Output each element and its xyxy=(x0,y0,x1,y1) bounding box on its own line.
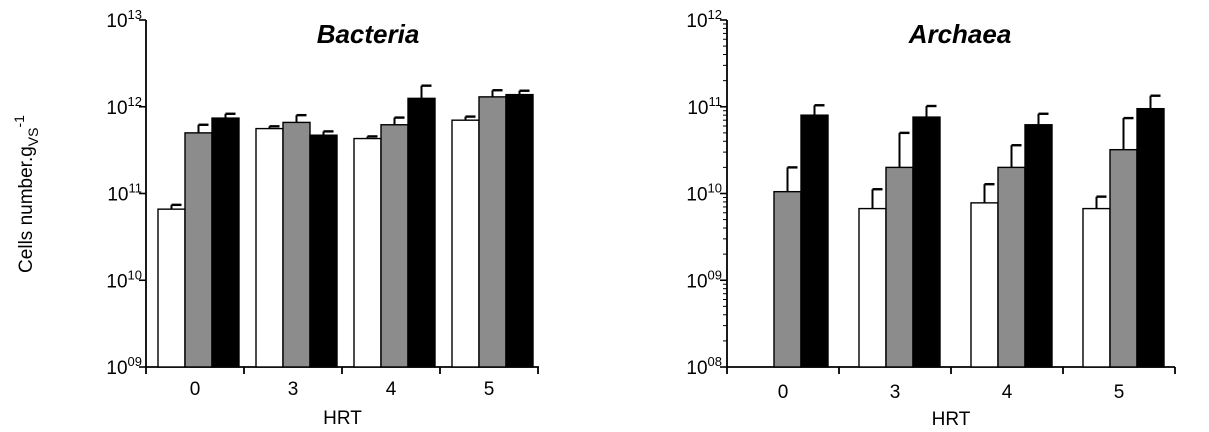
bar-white xyxy=(353,137,382,368)
y-tick-label-exponent: 11 xyxy=(129,181,143,196)
y-axis-label-subscript: VS xyxy=(25,128,41,147)
y-tick-label: 1011 xyxy=(107,181,142,206)
x-axis-label: HRT xyxy=(323,408,362,429)
bar-black xyxy=(1136,107,1165,368)
bar-gray xyxy=(773,190,802,368)
bar-black xyxy=(309,134,338,368)
y-tick-label: 1009 xyxy=(686,267,722,292)
bar-gray xyxy=(282,121,311,368)
x-tick-label: 4 xyxy=(1002,382,1013,403)
y-tick-label: 1011 xyxy=(687,94,722,119)
y-tick-label-base: 10 xyxy=(107,185,128,206)
y-tick-label-exponent: 13 xyxy=(128,7,142,22)
bar-black xyxy=(912,116,941,368)
y-tick-label-exponent: 10 xyxy=(708,181,722,196)
y-tick-label-exponent: 08 xyxy=(708,354,722,369)
bar-white xyxy=(157,208,186,368)
y-tick-label-exponent: 12 xyxy=(128,94,142,109)
bar-black xyxy=(211,117,240,368)
bar-gray xyxy=(997,166,1026,368)
chart-title: Bacteria xyxy=(317,19,420,49)
y-tick-label: 1013 xyxy=(106,7,142,32)
bar-black xyxy=(1024,124,1053,368)
y-tick-label-base: 10 xyxy=(106,358,127,379)
y-tick-label-base: 10 xyxy=(686,271,707,292)
y-tick-label-exponent: 09 xyxy=(708,267,722,282)
y-tick-label: 1010 xyxy=(106,267,142,292)
x-tick-label: 4 xyxy=(386,379,397,400)
x-axis-label: HRT xyxy=(932,409,971,430)
y-tick-label-base: 10 xyxy=(106,271,127,292)
y-axis-label: Cells number.gVS-1 xyxy=(11,115,41,273)
y-tick-label-base: 10 xyxy=(106,11,127,32)
y-tick-label-exponent: 09 xyxy=(128,354,142,369)
y-tick-label: 1010 xyxy=(686,181,722,206)
bar-white xyxy=(970,202,999,368)
x-tick-label: 3 xyxy=(288,379,299,400)
y-tick-label-base: 10 xyxy=(686,185,707,206)
bar-gray xyxy=(885,166,914,368)
x-tick-label: 5 xyxy=(484,379,495,400)
bar-black xyxy=(800,114,829,368)
x-tick-label: 0 xyxy=(190,379,201,400)
y-axis-label-superscript: -1 xyxy=(11,115,27,128)
y-tick-label-exponent: 11 xyxy=(709,94,723,109)
bar-gray xyxy=(184,132,213,368)
y-tick-label-base: 10 xyxy=(686,358,707,379)
bar-white xyxy=(255,127,284,368)
y-tick-label-base: 10 xyxy=(687,98,708,119)
bar-white xyxy=(858,207,887,368)
chart-title: Archaea xyxy=(908,19,1012,49)
y-tick-label-exponent: 10 xyxy=(128,267,142,282)
y-tick-label: 1012 xyxy=(686,7,722,32)
y-tick-label: 1012 xyxy=(106,94,142,119)
y-tick-label-base: 10 xyxy=(686,11,707,32)
bar-black xyxy=(407,97,436,368)
bar-black xyxy=(505,93,534,368)
x-tick-label: 3 xyxy=(890,382,901,403)
bar-white xyxy=(1082,207,1111,368)
y-tick-label: 1009 xyxy=(106,354,142,379)
bar-gray xyxy=(1109,148,1138,368)
x-tick-label: 0 xyxy=(778,382,789,403)
y-tick-label-exponent: 12 xyxy=(708,7,722,22)
y-tick-label: 1008 xyxy=(686,354,722,379)
bar-gray xyxy=(478,96,507,368)
bar-gray xyxy=(380,124,409,368)
y-tick-label-base: 10 xyxy=(106,98,127,119)
bar-white xyxy=(451,119,480,368)
x-tick-label: 5 xyxy=(1114,382,1125,403)
